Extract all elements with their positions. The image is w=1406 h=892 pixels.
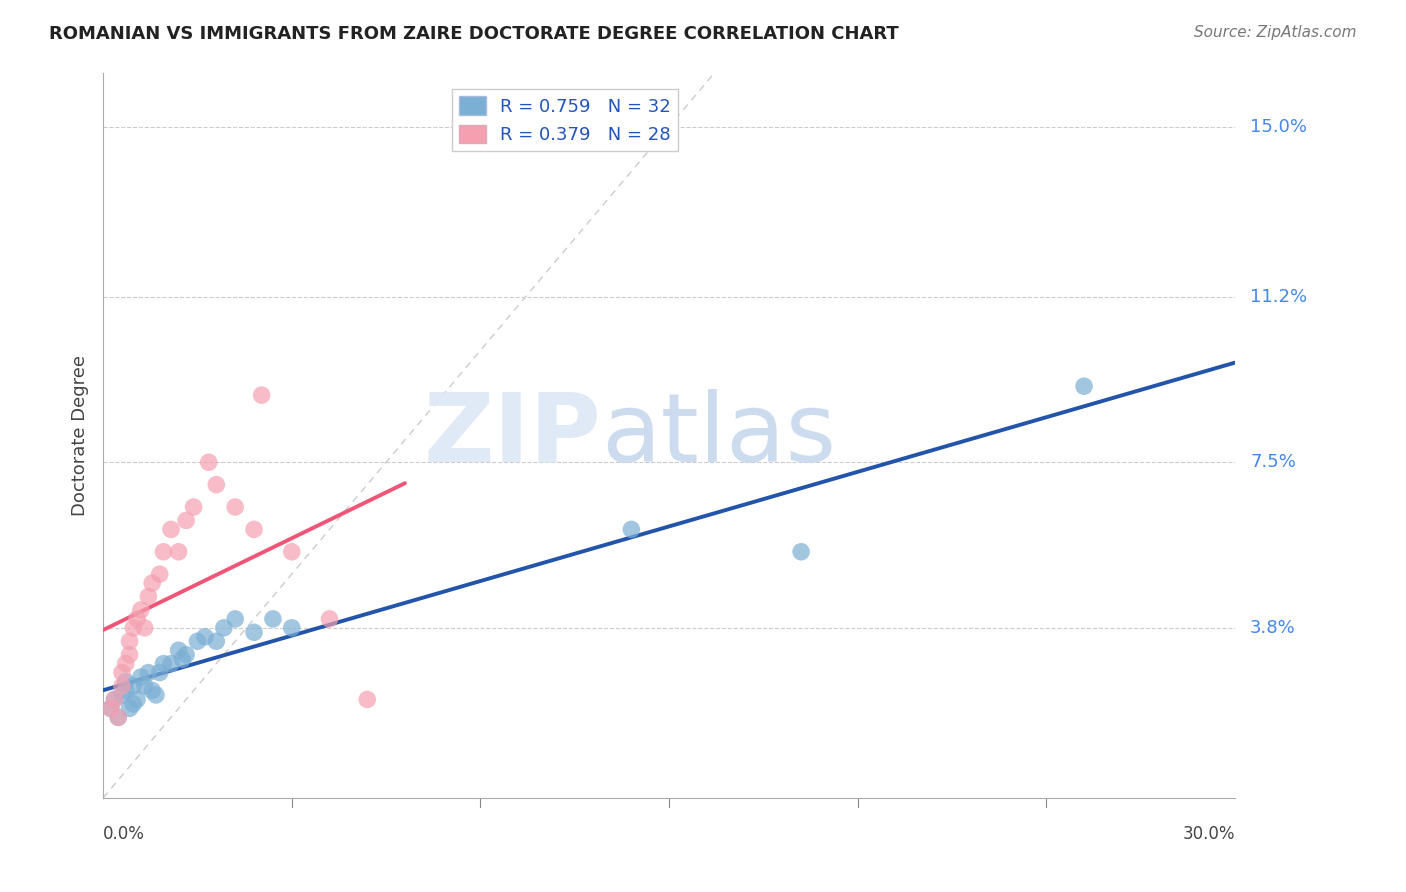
Romanians — [212, 621, 235, 635]
Immigrants from Zaire — [103, 692, 125, 706]
Text: 0.0%: 0.0% — [103, 825, 145, 843]
Romanians — [138, 665, 160, 680]
Romanians — [114, 674, 136, 689]
Immigrants from Zaire — [149, 567, 172, 582]
Immigrants from Zaire — [118, 634, 141, 648]
Romanians — [620, 522, 643, 536]
Immigrants from Zaire — [129, 603, 152, 617]
Immigrants from Zaire — [111, 679, 134, 693]
Romanians — [107, 710, 129, 724]
Legend: R = 0.759   N = 32, R = 0.379   N = 28: R = 0.759 N = 32, R = 0.379 N = 28 — [451, 89, 679, 152]
Text: ZIP: ZIP — [423, 389, 602, 482]
Romanians — [262, 612, 284, 626]
Immigrants from Zaire — [122, 621, 145, 635]
Immigrants from Zaire — [114, 657, 136, 671]
Romanians — [129, 670, 152, 684]
Romanians — [152, 657, 174, 671]
Romanians — [100, 701, 122, 715]
Immigrants from Zaire — [118, 648, 141, 662]
Text: ROMANIAN VS IMMIGRANTS FROM ZAIRE DOCTORATE DEGREE CORRELATION CHART: ROMANIAN VS IMMIGRANTS FROM ZAIRE DOCTOR… — [49, 25, 898, 43]
Text: atlas: atlas — [602, 389, 837, 482]
Immigrants from Zaire — [318, 612, 340, 626]
Immigrants from Zaire — [141, 576, 163, 591]
Romanians — [224, 612, 246, 626]
Romanians — [1073, 379, 1095, 393]
Romanians — [122, 679, 145, 693]
Romanians — [281, 621, 304, 635]
Immigrants from Zaire — [224, 500, 246, 514]
Romanians — [167, 643, 190, 657]
Romanians — [160, 657, 183, 671]
Immigrants from Zaire — [134, 621, 156, 635]
Romanians — [174, 648, 197, 662]
Text: 15.0%: 15.0% — [1250, 118, 1308, 136]
Romanians — [103, 692, 125, 706]
Immigrants from Zaire — [197, 455, 219, 469]
Text: Source: ZipAtlas.com: Source: ZipAtlas.com — [1194, 25, 1357, 40]
Immigrants from Zaire — [183, 500, 205, 514]
Romanians — [243, 625, 266, 640]
Romanians — [149, 665, 172, 680]
Y-axis label: Doctorate Degree: Doctorate Degree — [72, 355, 89, 516]
Immigrants from Zaire — [356, 692, 378, 706]
Immigrants from Zaire — [281, 545, 304, 559]
Romanians — [134, 679, 156, 693]
Immigrants from Zaire — [125, 612, 148, 626]
Text: 30.0%: 30.0% — [1182, 825, 1234, 843]
Immigrants from Zaire — [243, 522, 266, 536]
Romanians — [194, 630, 217, 644]
Text: 7.5%: 7.5% — [1250, 453, 1296, 471]
Immigrants from Zaire — [167, 545, 190, 559]
Text: 3.8%: 3.8% — [1250, 619, 1296, 637]
Romanians — [145, 688, 167, 702]
Romanians — [186, 634, 208, 648]
Immigrants from Zaire — [152, 545, 174, 559]
Romanians — [172, 652, 194, 666]
Immigrants from Zaire — [107, 710, 129, 724]
Romanians — [118, 701, 141, 715]
Immigrants from Zaire — [138, 590, 160, 604]
Romanians — [125, 692, 148, 706]
Romanians — [790, 545, 813, 559]
Immigrants from Zaire — [250, 388, 273, 402]
Immigrants from Zaire — [111, 665, 134, 680]
Romanians — [205, 634, 228, 648]
Immigrants from Zaire — [100, 701, 122, 715]
Immigrants from Zaire — [160, 522, 183, 536]
Immigrants from Zaire — [205, 477, 228, 491]
Romanians — [111, 688, 134, 702]
Immigrants from Zaire — [174, 513, 197, 527]
Text: 11.2%: 11.2% — [1250, 288, 1308, 306]
Romanians — [114, 683, 136, 698]
Romanians — [122, 697, 145, 711]
Romanians — [141, 683, 163, 698]
